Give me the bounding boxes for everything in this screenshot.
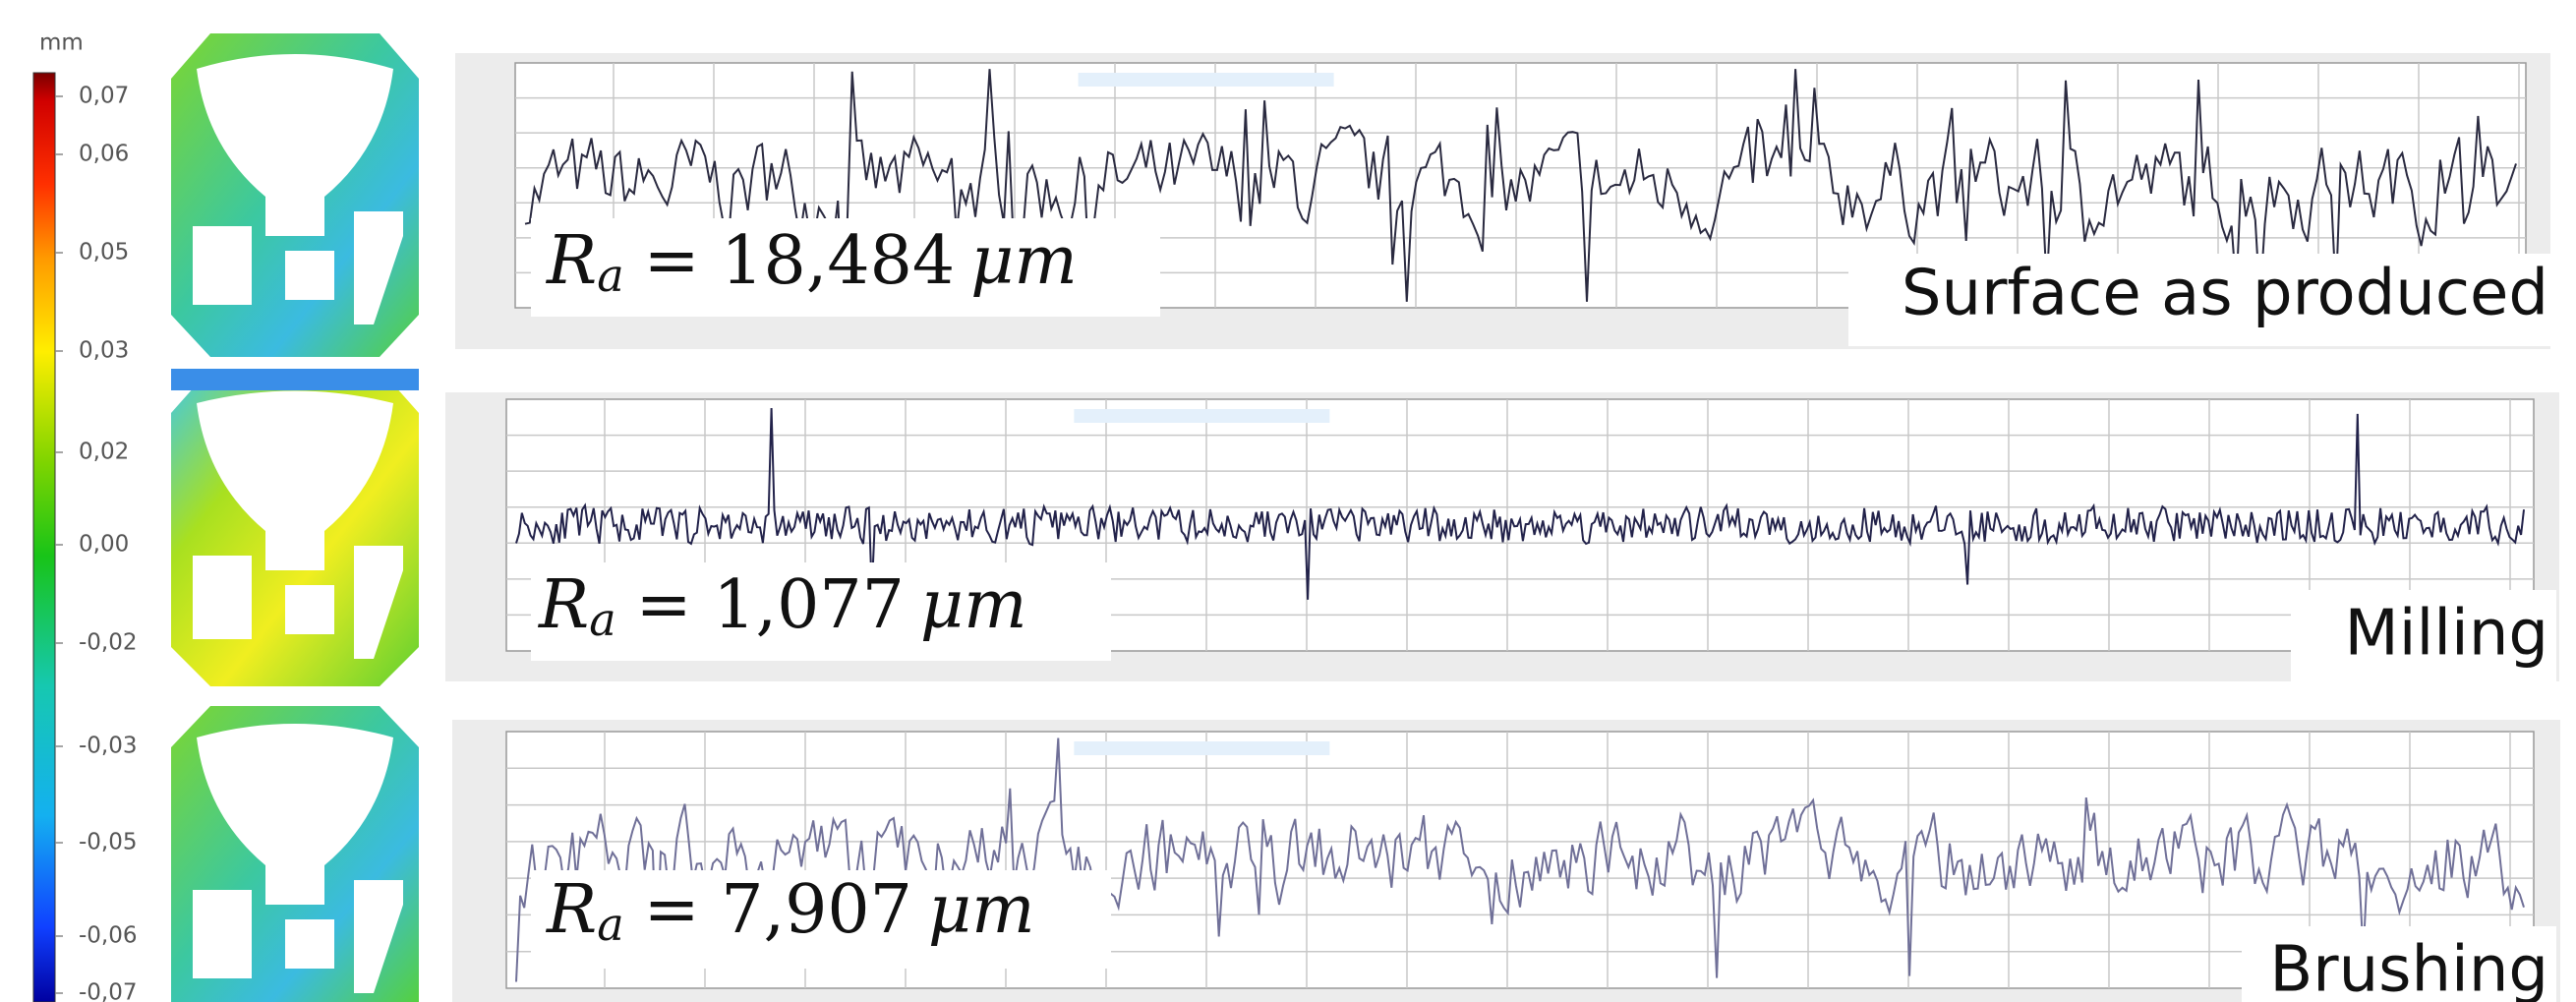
colorbar-ticks: 0,07 0,06 0,05 0,03 0,02 0,00 -0,02 -0,03 -0,05 -… <box>55 84 138 1002</box>
plot-highlight <box>1074 409 1329 423</box>
colorbar-label: -0,07 <box>79 980 138 1002</box>
colorbar-label: 0,03 <box>79 338 129 364</box>
plot-highlight <box>1079 73 1334 87</box>
colorbar <box>33 73 55 1002</box>
colorbar-unit: mm <box>39 30 84 56</box>
colorbar-label: -0,06 <box>79 923 138 949</box>
colorbar-label: 0,05 <box>79 240 129 265</box>
figure: mm 0,07 0,06 0,05 0,03 0,02 0,00 -0,02 -0,03 -0,… <box>0 0 2576 1002</box>
page: mm 0,07 0,06 0,05 0,03 0,02 0,00 -0,02 -0,03 -0,… <box>0 0 2576 1002</box>
colorbar-label: 0,07 <box>79 84 129 109</box>
part-image <box>171 369 419 686</box>
profile-panels <box>445 53 2560 1002</box>
colorbar-label: 0,00 <box>79 532 129 558</box>
part-image <box>171 33 419 357</box>
caption: Brushing <box>2269 934 2548 1002</box>
colorbar-label: 0,02 <box>79 440 129 465</box>
colorbar-label: -0,03 <box>79 734 138 759</box>
part-image <box>171 706 419 1002</box>
colorbar-label: -0,05 <box>79 830 138 855</box>
colorbar-label: 0,06 <box>79 142 129 167</box>
caption: Surface as produced <box>1902 258 2548 330</box>
colorbar-label: -0,02 <box>79 630 138 656</box>
plot-highlight <box>1074 741 1329 755</box>
caption: Milling <box>2344 598 2548 671</box>
